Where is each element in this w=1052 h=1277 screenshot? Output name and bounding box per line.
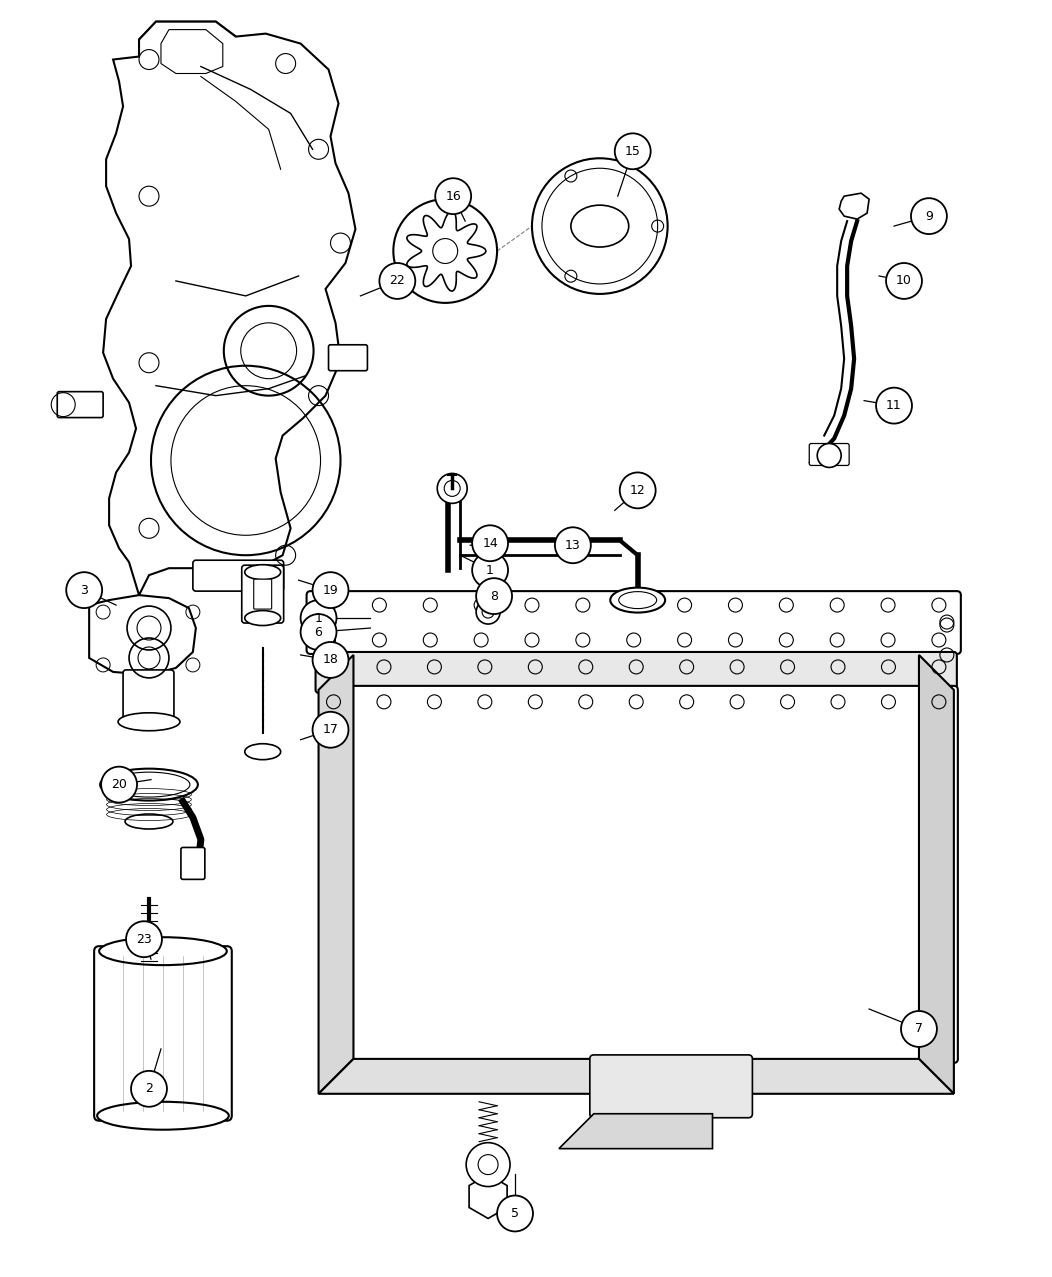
Circle shape [876, 388, 912, 424]
FancyBboxPatch shape [242, 566, 284, 623]
Polygon shape [319, 655, 353, 1094]
Polygon shape [407, 211, 486, 291]
Text: 13: 13 [565, 539, 581, 552]
Text: 16: 16 [445, 190, 461, 203]
Circle shape [911, 198, 947, 234]
Circle shape [472, 552, 508, 589]
Polygon shape [161, 29, 223, 74]
Circle shape [498, 1195, 533, 1231]
Circle shape [66, 572, 102, 608]
Circle shape [620, 472, 655, 508]
FancyBboxPatch shape [316, 653, 957, 693]
Text: 14: 14 [482, 536, 498, 550]
Circle shape [312, 642, 348, 678]
Polygon shape [89, 595, 196, 676]
Circle shape [101, 766, 137, 802]
Circle shape [614, 133, 651, 170]
FancyBboxPatch shape [57, 392, 103, 418]
Text: 3: 3 [80, 584, 88, 596]
Circle shape [532, 158, 668, 294]
Text: 1: 1 [315, 612, 323, 624]
FancyBboxPatch shape [349, 686, 958, 1062]
Text: 2: 2 [145, 1083, 153, 1096]
Ellipse shape [97, 1102, 228, 1130]
Text: 12: 12 [630, 484, 646, 497]
Circle shape [132, 1071, 167, 1107]
Ellipse shape [125, 813, 173, 829]
Polygon shape [103, 22, 356, 595]
FancyBboxPatch shape [94, 946, 231, 1121]
Ellipse shape [99, 937, 227, 965]
Ellipse shape [100, 769, 198, 801]
Polygon shape [139, 22, 236, 83]
FancyBboxPatch shape [809, 443, 849, 465]
Ellipse shape [610, 587, 665, 613]
FancyBboxPatch shape [328, 345, 367, 370]
FancyBboxPatch shape [306, 591, 960, 654]
Text: 23: 23 [136, 932, 151, 946]
Circle shape [312, 711, 348, 748]
Circle shape [817, 443, 842, 467]
Circle shape [301, 614, 337, 650]
Text: 19: 19 [323, 584, 339, 596]
Circle shape [380, 263, 416, 299]
Polygon shape [919, 655, 954, 1094]
Circle shape [436, 179, 471, 215]
Text: 22: 22 [389, 275, 405, 287]
Text: 7: 7 [915, 1023, 923, 1036]
Circle shape [477, 600, 500, 624]
Text: 18: 18 [323, 654, 339, 667]
Text: 1: 1 [486, 563, 494, 577]
Circle shape [554, 527, 591, 563]
Text: 5: 5 [511, 1207, 519, 1220]
Text: 10: 10 [896, 275, 912, 287]
Polygon shape [839, 193, 869, 220]
FancyBboxPatch shape [254, 580, 271, 609]
FancyBboxPatch shape [590, 1055, 752, 1117]
Text: 17: 17 [323, 723, 339, 737]
Polygon shape [559, 1114, 712, 1148]
Text: 11: 11 [886, 400, 902, 412]
Ellipse shape [245, 743, 281, 760]
Ellipse shape [245, 564, 281, 580]
Polygon shape [319, 1059, 954, 1094]
Text: 15: 15 [625, 144, 641, 158]
Text: 6: 6 [315, 626, 323, 638]
Ellipse shape [245, 610, 281, 626]
Circle shape [886, 263, 922, 299]
FancyBboxPatch shape [123, 670, 174, 720]
Ellipse shape [118, 713, 180, 730]
FancyBboxPatch shape [193, 561, 284, 591]
Text: 20: 20 [112, 778, 127, 792]
Circle shape [472, 525, 508, 561]
Polygon shape [469, 1175, 507, 1218]
Text: 8: 8 [490, 590, 498, 603]
Circle shape [466, 1143, 510, 1186]
FancyBboxPatch shape [181, 848, 205, 880]
Circle shape [301, 600, 337, 636]
Circle shape [901, 1011, 937, 1047]
Circle shape [312, 572, 348, 608]
Circle shape [477, 578, 512, 614]
Text: 9: 9 [925, 209, 933, 222]
Circle shape [438, 474, 467, 503]
Circle shape [126, 921, 162, 958]
